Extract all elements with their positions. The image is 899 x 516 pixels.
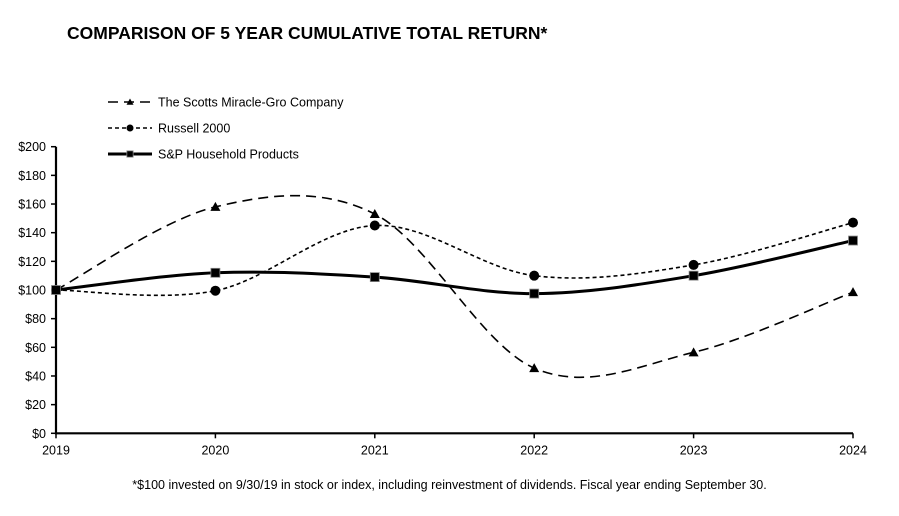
y-tick-label: $180 [18, 169, 46, 183]
triangle-series-point [529, 363, 540, 373]
circle-series-point [529, 270, 540, 281]
triangle-series-line [55, 194, 854, 379]
x-tick-label: 2024 [839, 443, 867, 457]
square-series-point [848, 235, 858, 246]
triangle-series-point [688, 347, 699, 357]
y-tick-label: $80 [25, 312, 46, 326]
circle-series-line [55, 221, 854, 297]
triangle-series-point [210, 201, 221, 211]
x-tick-label: 2020 [201, 443, 229, 457]
y-tick-label: $100 [18, 284, 46, 298]
triangle-series-point [848, 287, 858, 297]
square-series-point [688, 270, 699, 281]
chart-footnote: *$100 invested on 9/30/19 in stock or in… [132, 478, 767, 492]
x-tick-label: 2019 [42, 443, 70, 457]
triangle-series-point [369, 209, 380, 219]
y-tick-label: $120 [18, 255, 46, 269]
square-series-point [369, 272, 380, 283]
legend-label: Russell 2000 [158, 122, 230, 136]
square-series-point [529, 288, 540, 299]
x-tick-label: 2021 [361, 443, 389, 457]
circle-series-point [688, 259, 699, 270]
y-tick-label: $200 [18, 140, 46, 154]
y-tick-label: $60 [25, 341, 46, 355]
square-series-line [55, 239, 854, 296]
circle-series-point [210, 285, 221, 296]
square-series-point [210, 267, 221, 278]
legend-marker-square-icon [126, 150, 134, 158]
x-tick-label: 2022 [520, 443, 548, 457]
circle-series-point [369, 220, 380, 231]
y-tick-label: $40 [25, 369, 46, 383]
y-tick-label: $20 [25, 398, 46, 412]
legend-marker-triangle-icon [126, 98, 134, 105]
y-tick-label: $160 [18, 198, 46, 212]
y-tick-label: $0 [32, 427, 46, 441]
square-series-point [51, 285, 61, 295]
y-tick-label: $140 [18, 226, 46, 240]
circle-series-point [848, 217, 858, 228]
chart-title: COMPARISON OF 5 YEAR CUMULATIVE TOTAL RE… [67, 23, 548, 43]
legend-label: S&P Household Products [158, 148, 299, 162]
legend-label: The Scotts Miracle-Gro Company [158, 96, 344, 110]
x-tick-label: 2023 [680, 443, 708, 457]
legend-marker-circle-icon [126, 124, 134, 132]
